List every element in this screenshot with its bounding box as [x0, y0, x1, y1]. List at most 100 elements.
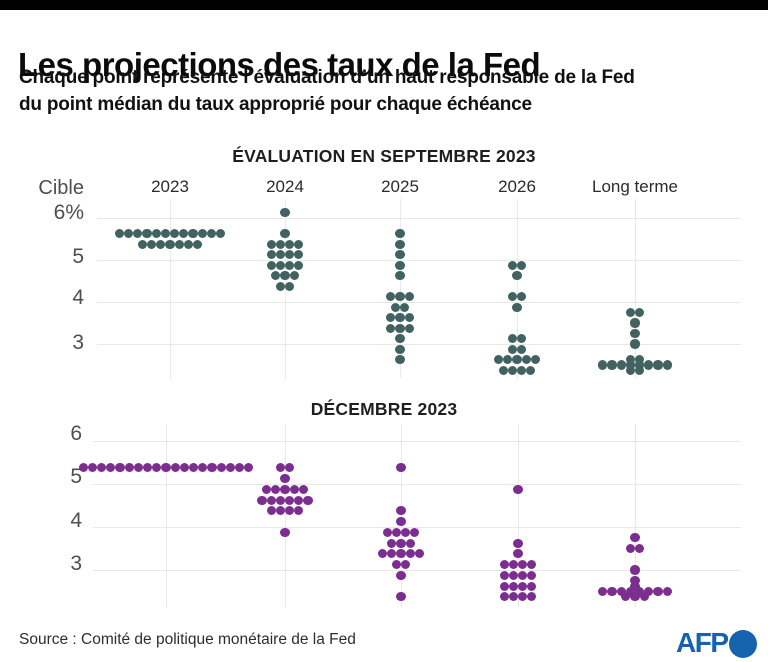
projection-dot — [294, 495, 304, 505]
chart2-title: DÉCEMBRE 2023 — [310, 399, 458, 419]
projection-dot — [405, 549, 415, 559]
projection-dot — [387, 538, 397, 548]
projection-dot — [285, 260, 295, 270]
projection-dot — [275, 495, 285, 505]
projection-dot — [607, 360, 617, 370]
projection-dot — [517, 260, 527, 270]
projection-dot — [512, 302, 522, 312]
projection-dot — [391, 527, 401, 537]
projection-dot — [635, 360, 645, 370]
projection-dot — [517, 292, 527, 302]
projection-dot — [616, 586, 626, 597]
projection-dot — [285, 506, 295, 516]
projection-dot — [630, 592, 640, 602]
projection-dot — [630, 339, 640, 349]
projection-dot — [152, 463, 162, 473]
chart1-column-2026: 2026 — [498, 177, 536, 196]
projection-dot — [507, 344, 517, 354]
projection-dot — [143, 463, 153, 473]
projection-dot — [294, 260, 304, 270]
chart2-ytick-6: 6 — [70, 422, 82, 445]
projection-dot — [275, 239, 285, 249]
projection-dot — [499, 581, 509, 591]
page-subtitle-line1: Chaque point représente l’évaluation d’u… — [19, 67, 635, 88]
projection-dot — [382, 527, 392, 537]
projection-dot — [285, 250, 295, 260]
projection-dot — [517, 365, 527, 375]
projection-dot — [395, 239, 405, 249]
projection-dot — [188, 229, 198, 239]
source-credit: Source : Comité de politique monétaire d… — [19, 631, 356, 648]
projection-dot — [630, 576, 640, 586]
projection-dot — [386, 323, 396, 333]
chart1-column-2023: 2023 — [151, 177, 189, 196]
projection-dot — [508, 581, 518, 591]
projection-dot — [289, 484, 299, 494]
page-subtitle-line2: du point médian du taux approprié pour c… — [19, 94, 532, 115]
projection-dot — [635, 355, 645, 365]
projection-dot — [170, 229, 180, 239]
projection-dot — [507, 365, 517, 375]
projection-dot — [78, 463, 88, 473]
projection-dot — [114, 229, 124, 239]
projection-dot — [396, 517, 406, 527]
gridline-vertical — [166, 424, 167, 607]
projection-dot — [499, 592, 509, 602]
projection-dot — [161, 463, 171, 473]
chart2-ytick-5: 5 — [70, 465, 82, 488]
projection-dot — [396, 506, 406, 516]
chart2-ytick-3: 3 — [70, 552, 82, 575]
page-title: Les projections des taux de la Fed — [18, 46, 541, 84]
projection-dot — [275, 260, 285, 270]
projection-dot — [280, 229, 290, 239]
projection-dot — [518, 570, 528, 580]
projection-dot — [395, 355, 405, 365]
afp-logo: AFP — [676, 627, 762, 661]
projection-dot — [625, 307, 635, 318]
projection-dot — [280, 484, 290, 494]
projection-dot — [151, 229, 161, 239]
projection-dot — [216, 229, 226, 239]
chart1-column-2025: 2025 — [381, 177, 419, 196]
gridline-vertical — [401, 424, 402, 607]
projection-dot — [625, 355, 635, 365]
projection-dot — [124, 229, 134, 239]
projection-dot — [598, 586, 608, 597]
projection-dot — [303, 495, 313, 505]
projection-dot — [396, 463, 406, 473]
projection-dot — [395, 292, 405, 302]
projection-dot — [414, 549, 424, 559]
projection-dot — [527, 592, 537, 602]
projection-dot — [625, 543, 635, 554]
projection-dot — [124, 463, 134, 473]
projection-dot — [165, 239, 175, 249]
gridline-vertical — [518, 424, 519, 607]
projection-dot — [653, 360, 663, 370]
projection-dot — [257, 495, 267, 505]
projection-dot — [391, 560, 401, 570]
projection-dot — [156, 239, 166, 249]
projection-dot — [521, 355, 531, 365]
top-black-bar — [0, 0, 768, 10]
projection-dot — [498, 365, 508, 375]
projection-dot — [137, 239, 147, 249]
chart1-ytick-5: 5 — [72, 245, 84, 268]
projection-dot — [395, 313, 405, 323]
projection-dot — [235, 463, 245, 473]
projection-dot — [170, 463, 180, 473]
projection-dot — [653, 586, 663, 597]
chart1-title: ÉVALUATION EN SEPTEMBRE 2023 — [232, 146, 536, 166]
projection-dot — [262, 484, 272, 494]
afp-logo-circle-icon — [729, 630, 757, 658]
projection-dot — [285, 495, 295, 505]
projection-dot — [387, 549, 397, 559]
projection-dot — [635, 365, 645, 375]
projection-dot — [294, 506, 304, 516]
projection-dot — [275, 506, 285, 516]
projection-dot — [635, 543, 645, 554]
projection-dot — [507, 292, 517, 302]
projection-dot — [410, 527, 420, 537]
projection-dot — [280, 208, 290, 218]
projection-dot — [508, 570, 518, 580]
projection-dot — [147, 239, 157, 249]
